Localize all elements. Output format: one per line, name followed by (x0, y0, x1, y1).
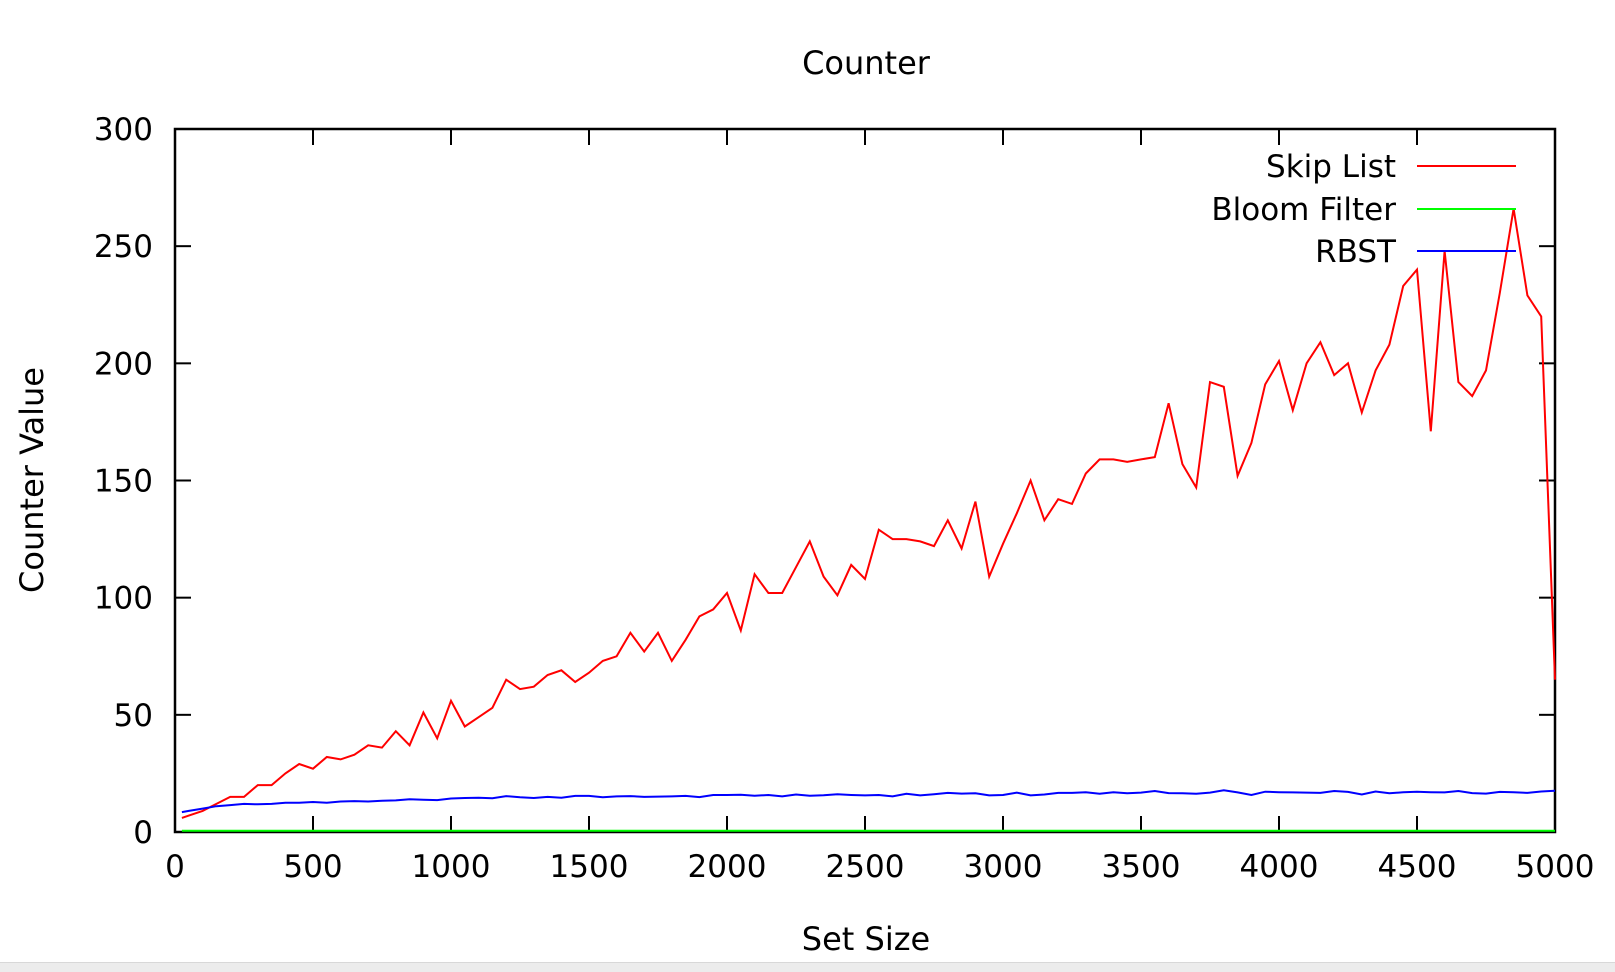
y-tick-label: 0 (133, 815, 153, 851)
legend-label-bloom-filter: Bloom Filter (1211, 192, 1396, 228)
y-tick-label: 150 (94, 464, 153, 500)
series-layer (181, 208, 1556, 832)
y-tick-label: 100 (94, 581, 153, 617)
y-tick-label: 300 (94, 112, 153, 148)
x-axis-label: Set Size (802, 920, 930, 958)
window-bottom-edge (0, 962, 1615, 972)
legend: Skip List Bloom Filter RBST (1211, 149, 1516, 270)
x-tick-label: 3500 (1102, 849, 1181, 885)
x-tick-label: 2500 (826, 849, 905, 885)
x-tick-label: 5000 (1516, 849, 1595, 885)
axis-ticks: 0 500 1000 1500 2000 2500 3000 3500 4000 4500 5000… (94, 112, 1595, 885)
x-tick-label: 0 (165, 849, 185, 885)
y-tick-label: 200 (94, 346, 153, 382)
x-tick-label: 1500 (550, 849, 629, 885)
x-tick-label: 4000 (1240, 849, 1319, 885)
x-tick-label: 500 (283, 849, 342, 885)
x-tick-label: 2000 (688, 849, 767, 885)
y-tick-label: 250 (94, 229, 153, 265)
chart-title: Counter (802, 44, 931, 82)
x-tick-label: 4500 (1378, 849, 1457, 885)
series-line-rbst (181, 789, 1556, 814)
series-line-skip-list (181, 208, 1556, 819)
legend-label-skip-list: Skip List (1266, 149, 1396, 185)
x-tick-label: 1000 (412, 849, 491, 885)
legend-label-rbst: RBST (1315, 234, 1397, 270)
y-tick-label: 50 (114, 698, 153, 734)
y-axis-label: Counter Value (13, 367, 51, 593)
x-tick-label: 3000 (964, 849, 1043, 885)
